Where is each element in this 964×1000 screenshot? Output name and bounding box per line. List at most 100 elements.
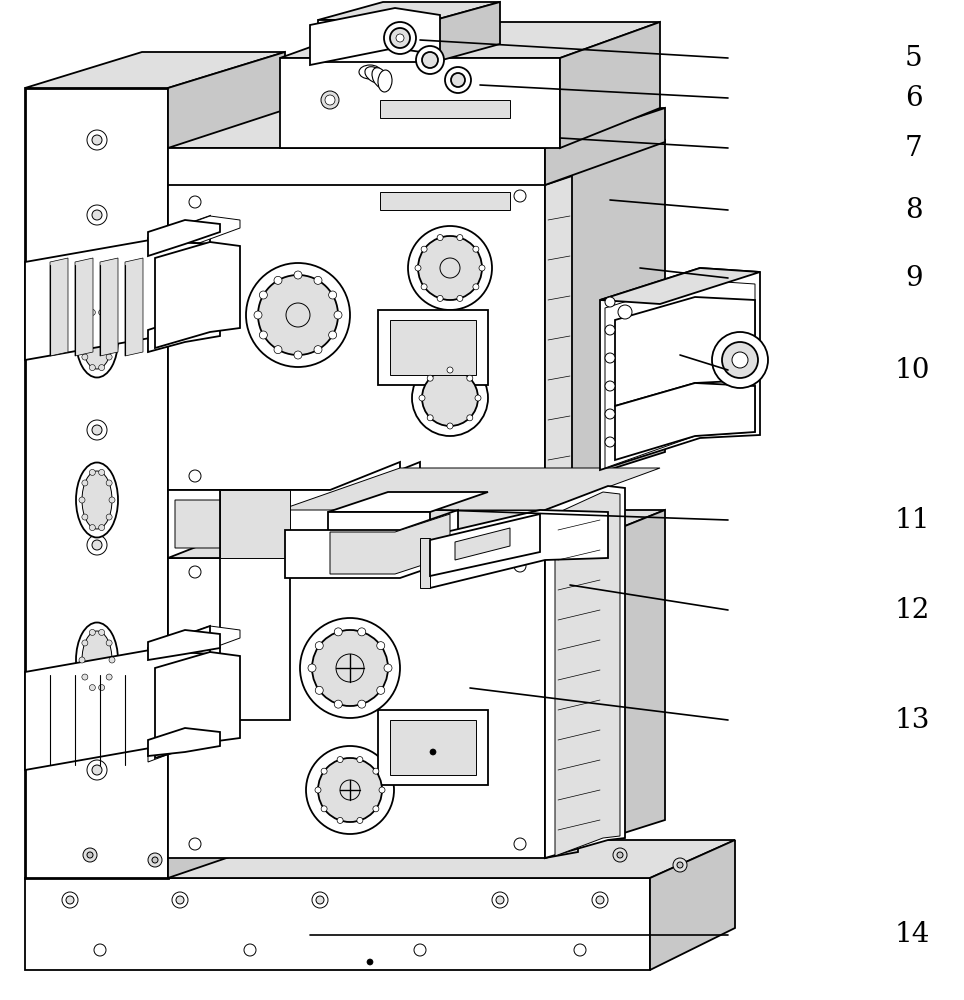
Text: 8: 8 <box>905 196 923 224</box>
Polygon shape <box>150 240 210 244</box>
Circle shape <box>421 246 427 252</box>
Polygon shape <box>148 630 220 660</box>
Circle shape <box>98 309 105 315</box>
Circle shape <box>377 642 385 650</box>
Circle shape <box>62 892 78 908</box>
Polygon shape <box>220 462 400 720</box>
Circle shape <box>321 768 327 774</box>
Ellipse shape <box>82 311 112 369</box>
Circle shape <box>82 674 88 680</box>
Circle shape <box>87 852 93 858</box>
Ellipse shape <box>82 631 112 689</box>
Circle shape <box>337 757 343 763</box>
Circle shape <box>92 425 102 435</box>
Circle shape <box>377 686 385 694</box>
Polygon shape <box>545 140 665 490</box>
Circle shape <box>479 265 485 271</box>
Circle shape <box>457 235 463 241</box>
Circle shape <box>514 838 526 850</box>
Circle shape <box>92 315 102 325</box>
Polygon shape <box>600 268 760 304</box>
Circle shape <box>87 420 107 440</box>
Circle shape <box>82 354 88 360</box>
Circle shape <box>447 423 453 429</box>
Text: 7: 7 <box>905 134 923 161</box>
Circle shape <box>306 746 394 834</box>
Circle shape <box>90 525 95 531</box>
Text: 5: 5 <box>905 44 923 72</box>
Circle shape <box>314 346 322 354</box>
Polygon shape <box>148 220 220 256</box>
Circle shape <box>514 470 526 482</box>
Circle shape <box>496 896 504 904</box>
Ellipse shape <box>378 70 392 92</box>
Circle shape <box>79 657 85 663</box>
Ellipse shape <box>76 302 118 377</box>
Polygon shape <box>310 8 440 65</box>
Circle shape <box>106 480 112 486</box>
Circle shape <box>335 700 342 708</box>
Circle shape <box>405 33 419 47</box>
Circle shape <box>605 325 615 335</box>
Polygon shape <box>380 100 510 118</box>
Polygon shape <box>545 552 578 858</box>
Circle shape <box>92 135 102 145</box>
Circle shape <box>475 395 481 401</box>
Circle shape <box>98 365 105 371</box>
Circle shape <box>722 342 758 378</box>
Circle shape <box>94 944 106 956</box>
Circle shape <box>106 640 112 646</box>
Polygon shape <box>390 720 476 775</box>
Circle shape <box>335 628 342 636</box>
Circle shape <box>315 787 321 793</box>
Circle shape <box>79 337 85 343</box>
Circle shape <box>259 331 267 339</box>
Circle shape <box>605 437 615 447</box>
Circle shape <box>408 226 492 310</box>
Polygon shape <box>175 474 398 548</box>
Circle shape <box>712 332 768 388</box>
Circle shape <box>172 892 188 908</box>
Circle shape <box>514 560 526 572</box>
Polygon shape <box>100 258 118 356</box>
Circle shape <box>451 73 465 87</box>
Circle shape <box>90 469 95 475</box>
Circle shape <box>258 275 338 355</box>
Polygon shape <box>605 280 755 468</box>
Polygon shape <box>168 510 665 558</box>
Circle shape <box>90 685 95 691</box>
Polygon shape <box>285 510 458 578</box>
Polygon shape <box>148 216 210 332</box>
Polygon shape <box>615 383 755 460</box>
Circle shape <box>312 630 388 706</box>
Circle shape <box>318 758 382 822</box>
Circle shape <box>314 276 322 284</box>
Circle shape <box>384 664 392 672</box>
Circle shape <box>315 642 323 650</box>
Polygon shape <box>390 320 476 375</box>
Polygon shape <box>555 492 620 856</box>
Polygon shape <box>318 2 500 20</box>
Circle shape <box>418 236 482 300</box>
Polygon shape <box>25 878 650 970</box>
Circle shape <box>148 853 162 867</box>
Polygon shape <box>168 140 665 180</box>
Circle shape <box>340 780 360 800</box>
Circle shape <box>605 409 615 419</box>
Circle shape <box>596 896 604 904</box>
Polygon shape <box>148 626 240 762</box>
Circle shape <box>447 367 453 373</box>
Polygon shape <box>650 840 735 970</box>
Circle shape <box>79 497 85 503</box>
Circle shape <box>189 196 201 208</box>
Circle shape <box>414 944 426 956</box>
Polygon shape <box>435 2 500 62</box>
Circle shape <box>92 210 102 220</box>
Circle shape <box>422 52 438 68</box>
Polygon shape <box>148 318 220 352</box>
Circle shape <box>66 896 74 904</box>
Circle shape <box>430 749 436 755</box>
Circle shape <box>467 415 472 421</box>
Circle shape <box>445 67 471 93</box>
Circle shape <box>106 354 112 360</box>
